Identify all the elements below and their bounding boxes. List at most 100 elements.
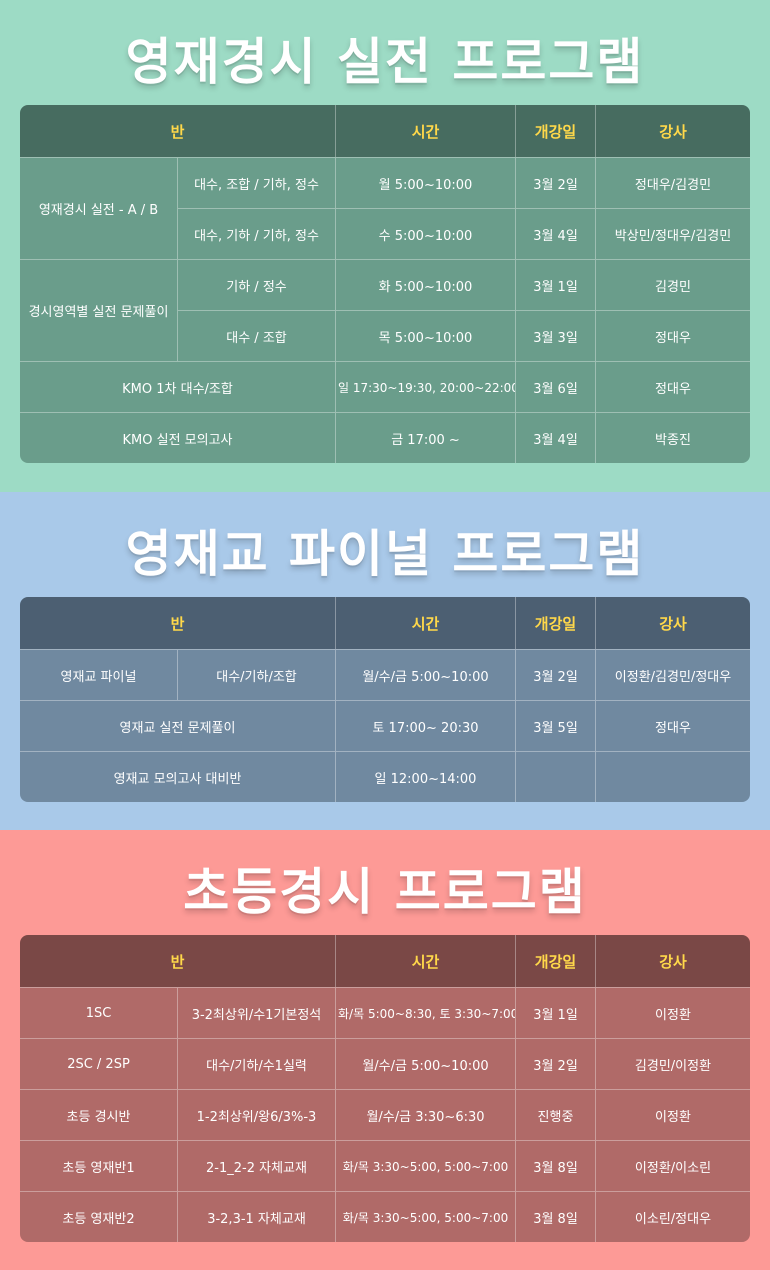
table-header-row: 반 시간 개강일 강사 xyxy=(20,105,750,157)
class-sub: 대수 / 조합 xyxy=(178,310,336,361)
class-name: KMO 실전 모의고사 xyxy=(20,412,336,463)
table-row: 1SC 3-2최상위/수1기본정석 화/목 5:00~8:30, 토 3:30~… xyxy=(20,987,750,1038)
class-sub: 대수, 기하 / 기하, 정수 xyxy=(178,208,336,259)
class-teacher: 정대우 xyxy=(596,700,750,751)
class-name: 영재교 모의고사 대비반 xyxy=(20,751,336,802)
class-time: 목 5:00~10:00 xyxy=(336,310,516,361)
table-header-row: 반 시간 개강일 강사 xyxy=(20,597,750,649)
class-time: 월/수/금 5:00~10:00 xyxy=(336,649,516,700)
table-row: KMO 1차 대수/조합 일 17:30~19:30, 20:00~22:00 … xyxy=(20,361,750,412)
table-row: 영재교 실전 문제풀이 토 17:00~ 20:30 3월 5일 정대우 xyxy=(20,700,750,751)
table-row: 2SC / 2SP 대수/기하/수1실력 월/수/금 5:00~10:00 3월… xyxy=(20,1038,750,1089)
class-group: 2SC / 2SP xyxy=(20,1038,178,1089)
class-group: 경시영역별 실전 문제풀이 xyxy=(20,259,178,361)
class-start: 3월 5일 xyxy=(516,700,596,751)
class-time: 금 17:00 ~ xyxy=(336,412,516,463)
class-group: 초등 영재반2 xyxy=(20,1191,178,1242)
header-class: 반 xyxy=(20,935,336,987)
class-time: 화/목 3:30~5:00, 5:00~7:00 xyxy=(336,1140,516,1191)
class-start: 3월 1일 xyxy=(516,987,596,1038)
table-row: 대수, 기하 / 기하, 정수 수 5:00~10:00 3월 4일 박상민/정… xyxy=(20,208,750,259)
class-start: 3월 1일 xyxy=(516,259,596,310)
table-row: 초등 경시반 1-2최상위/왕6/3%-3 월/수/금 3:30~6:30 진행… xyxy=(20,1089,750,1140)
table-row: 대수 / 조합 목 5:00~10:00 3월 3일 정대우 xyxy=(20,310,750,361)
class-sub: 대수, 조합 / 기하, 정수 xyxy=(178,157,336,208)
class-start xyxy=(516,751,596,802)
class-start: 3월 2일 xyxy=(516,157,596,208)
class-time: 화/목 5:00~8:30, 토 3:30~7:00 xyxy=(336,987,516,1038)
table-row: 영재경시 실전 - A / B 대수, 조합 / 기하, 정수 월 5:00~1… xyxy=(20,157,750,259)
class-start: 진행중 xyxy=(516,1089,596,1140)
class-sub: 1-2최상위/왕6/3%-3 xyxy=(178,1089,336,1140)
class-time: 토 17:00~ 20:30 xyxy=(336,700,516,751)
class-teacher: 박종진 xyxy=(596,412,750,463)
class-group: 초등 경시반 xyxy=(20,1089,178,1140)
header-class: 반 xyxy=(20,597,336,649)
section-title: 초등경시 프로그램 xyxy=(183,863,587,921)
class-teacher: 정대우 xyxy=(596,361,750,412)
class-teacher xyxy=(596,751,750,802)
class-time: 화/목 3:30~5:00, 5:00~7:00 xyxy=(336,1191,516,1242)
section-title: 영재교 파이널 프로그램 xyxy=(125,525,645,583)
header-time: 시간 xyxy=(336,105,516,157)
class-start: 3월 6일 xyxy=(516,361,596,412)
class-teacher: 이소린/정대우 xyxy=(596,1191,750,1242)
table-header-row: 반 시간 개강일 강사 xyxy=(20,935,750,987)
header-start: 개강일 xyxy=(516,935,596,987)
section-elementary-competition: 초등경시 프로그램 반 시간 개강일 강사 1SC 3-2최상위/수1기본정석 … xyxy=(0,830,770,1270)
table-row: 영재교 파이널 대수/기하/조합 월/수/금 5:00~10:00 3월 2일 … xyxy=(20,649,750,700)
class-teacher: 정대우 xyxy=(596,310,750,361)
table-row: 경시영역별 실전 문제풀이 기하 / 정수 화 5:00~10:00 3월 1일… xyxy=(20,259,750,361)
section-elite-competition: 영재경시 실전 프로그램 반 시간 개강일 강사 영재경시 실전 - A / B… xyxy=(0,0,770,492)
class-group: 영재경시 실전 - A / B xyxy=(20,157,178,259)
class-start: 3월 8일 xyxy=(516,1140,596,1191)
header-time: 시간 xyxy=(336,935,516,987)
class-group: 초등 영재반1 xyxy=(20,1140,178,1191)
class-time: 일 12:00~14:00 xyxy=(336,751,516,802)
schedule-table: 반 시간 개강일 강사 영재경시 실전 - A / B 대수, 조합 / 기하,… xyxy=(20,105,750,463)
class-time: 화 5:00~10:00 xyxy=(336,259,516,310)
header-teacher: 강사 xyxy=(596,105,750,157)
class-name: 영재교 실전 문제풀이 xyxy=(20,700,336,751)
table-row: 초등 영재반1 2-1_2-2 자체교재 화/목 3:30~5:00, 5:00… xyxy=(20,1140,750,1191)
class-teacher: 이정환/이소린 xyxy=(596,1140,750,1191)
class-sub: 3-2최상위/수1기본정석 xyxy=(178,987,336,1038)
class-group: 영재교 파이널 xyxy=(20,649,178,700)
header-start: 개강일 xyxy=(516,105,596,157)
class-time: 일 17:30~19:30, 20:00~22:00 xyxy=(336,361,516,412)
class-sub: 기하 / 정수 xyxy=(178,259,336,310)
section-elite-school-final: 영재교 파이널 프로그램 반 시간 개강일 강사 영재교 파이널 대수/기하/조… xyxy=(0,492,770,830)
class-teacher: 정대우/김경민 xyxy=(596,157,750,208)
class-teacher: 이정환 xyxy=(596,1089,750,1140)
class-start: 3월 3일 xyxy=(516,310,596,361)
class-start: 3월 2일 xyxy=(516,649,596,700)
class-sub: 2-1_2-2 자체교재 xyxy=(178,1140,336,1191)
class-time: 월 5:00~10:00 xyxy=(336,157,516,208)
class-time: 월/수/금 5:00~10:00 xyxy=(336,1038,516,1089)
table-row: KMO 실전 모의고사 금 17:00 ~ 3월 4일 박종진 xyxy=(20,412,750,463)
class-sub: 대수/기하/수1실력 xyxy=(178,1038,336,1089)
header-time: 시간 xyxy=(336,597,516,649)
table-row: 영재교 모의고사 대비반 일 12:00~14:00 xyxy=(20,751,750,802)
section-title: 영재경시 실전 프로그램 xyxy=(125,33,645,91)
header-teacher: 강사 xyxy=(596,935,750,987)
header-teacher: 강사 xyxy=(596,597,750,649)
schedule-table: 반 시간 개강일 강사 영재교 파이널 대수/기하/조합 월/수/금 5:00~… xyxy=(20,597,750,802)
class-teacher: 박상민/정대우/김경민 xyxy=(596,208,750,259)
table-row: 초등 영재반2 3-2,3-1 자체교재 화/목 3:30~5:00, 5:00… xyxy=(20,1191,750,1242)
class-sub: 3-2,3-1 자체교재 xyxy=(178,1191,336,1242)
class-start: 3월 4일 xyxy=(516,208,596,259)
class-teacher: 김경민 xyxy=(596,259,750,310)
class-teacher: 이정환/김경민/정대우 xyxy=(596,649,750,700)
header-start: 개강일 xyxy=(516,597,596,649)
class-time: 월/수/금 3:30~6:30 xyxy=(336,1089,516,1140)
class-time: 수 5:00~10:00 xyxy=(336,208,516,259)
class-teacher: 김경민/이정환 xyxy=(596,1038,750,1089)
class-start: 3월 4일 xyxy=(516,412,596,463)
class-name: KMO 1차 대수/조합 xyxy=(20,361,336,412)
class-sub: 대수/기하/조합 xyxy=(178,649,336,700)
class-start: 3월 2일 xyxy=(516,1038,596,1089)
header-class: 반 xyxy=(20,105,336,157)
class-teacher: 이정환 xyxy=(596,987,750,1038)
class-group: 1SC xyxy=(20,987,178,1038)
